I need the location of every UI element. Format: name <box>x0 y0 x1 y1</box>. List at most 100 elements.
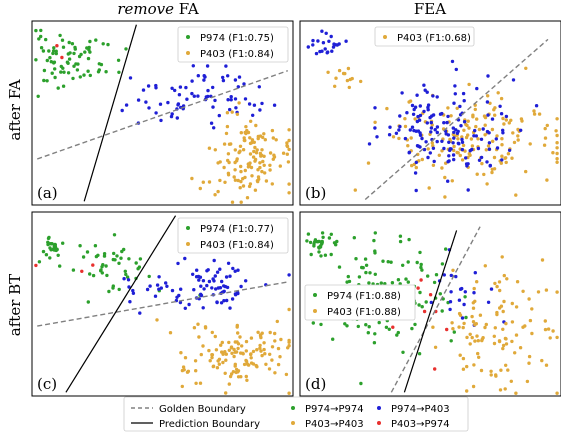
point-p974-p403 <box>155 283 160 287</box>
point-p403-p974 <box>391 325 395 329</box>
point-p403-p403 <box>221 352 225 356</box>
point-p403-p403 <box>238 144 243 148</box>
point-p403-p403 <box>221 360 225 365</box>
point-p403-p403 <box>255 148 259 152</box>
point-p403-p403 <box>223 371 227 375</box>
point-p403-p403 <box>236 331 240 335</box>
point-p403-p403 <box>465 389 469 393</box>
point-p403-p403 <box>210 330 214 335</box>
point-p403-p403 <box>229 372 234 376</box>
point-p974-p974 <box>125 275 130 279</box>
point-p974-p403 <box>440 139 444 143</box>
point-p974-p974 <box>44 253 49 257</box>
point-p403-p403 <box>532 109 536 113</box>
point-p403-p403 <box>255 348 259 352</box>
point-p403-p403 <box>260 331 264 335</box>
point-p974-p974 <box>37 37 41 41</box>
point-p974-p974 <box>107 289 111 294</box>
point-p403-p403 <box>268 330 272 335</box>
point-p403-p403 <box>551 329 555 333</box>
point-p974-p974 <box>61 84 66 88</box>
point-p403-p974 <box>428 293 433 297</box>
point-p974-p403 <box>176 261 180 266</box>
point-p403-p403 <box>218 178 222 183</box>
point-p974-p974 <box>373 272 377 276</box>
point-p403-p403 <box>276 346 281 351</box>
point-p974-p403 <box>468 149 472 153</box>
point-p974-p403 <box>464 162 469 166</box>
point-p974-p403 <box>209 121 214 125</box>
point-p974-p974 <box>54 248 58 253</box>
point-p403-p403 <box>543 136 548 140</box>
point-p403-p403 <box>483 133 487 137</box>
point-p974-p974 <box>356 324 360 329</box>
point-p974-p974 <box>42 68 47 73</box>
point-p974-p403 <box>207 279 212 284</box>
point-p974-p974 <box>42 78 46 83</box>
panel-plot-area <box>34 24 291 204</box>
point-p974-p974 <box>102 252 107 256</box>
point-p403-p403 <box>225 111 230 115</box>
point-p403-p403 <box>433 345 438 349</box>
point-p974-p403 <box>219 301 224 305</box>
point-p974-p974 <box>357 275 362 279</box>
point-p403-p403 <box>180 384 184 389</box>
point-p974-p974 <box>396 330 400 335</box>
point-p403-p403 <box>519 117 524 121</box>
point-p403-p403 <box>287 182 291 186</box>
point-p974-p974 <box>312 244 316 248</box>
point-p974-p403 <box>418 104 422 108</box>
point-p403-p403 <box>287 391 291 395</box>
point-p974-p403 <box>122 277 126 281</box>
point-p974-p974 <box>70 42 75 46</box>
point-p403-p403 <box>261 159 265 164</box>
point-p974-p403 <box>228 274 232 278</box>
point-p403-p403 <box>409 136 413 140</box>
point-p403-p403 <box>268 168 272 172</box>
point-p974-p974 <box>66 52 71 56</box>
point-p403-p403 <box>501 116 505 121</box>
point-p974-p403 <box>442 273 446 277</box>
point-p974-p403 <box>228 306 232 310</box>
panel-frame <box>299 211 561 397</box>
point-p974-p974 <box>117 261 121 265</box>
point-p403-p403 <box>443 195 447 199</box>
point-p403-p403 <box>196 322 200 326</box>
point-p403-p403 <box>264 179 269 183</box>
point-p974-p403 <box>226 98 230 102</box>
point-p974-p974 <box>34 28 38 33</box>
point-p974-p403 <box>452 136 456 140</box>
point-p974-p974 <box>36 94 40 99</box>
point-p403-p403 <box>232 347 236 352</box>
point-p403-p403 <box>486 144 491 148</box>
point-p974-p403 <box>462 120 467 124</box>
point-p403-p403 <box>493 281 497 286</box>
point-p974-p403 <box>367 142 372 146</box>
point-p403-p403 <box>545 178 549 182</box>
point-p974-p403 <box>476 146 481 151</box>
panel-label: (a) <box>37 184 58 202</box>
point-p403-p403 <box>505 277 509 281</box>
point-p403-p403 <box>285 143 289 148</box>
point-p974-p403 <box>477 158 482 162</box>
point-p974-p974 <box>373 249 377 253</box>
point-p974-p403 <box>229 95 233 99</box>
point-p974-p974 <box>323 253 328 257</box>
point-p974-p974 <box>379 281 383 285</box>
point-p403-p403 <box>270 358 274 362</box>
point-p974-p403 <box>145 287 150 292</box>
point-p974-p403 <box>148 284 152 288</box>
point-p974-p403 <box>187 302 191 307</box>
point-p974-p974 <box>464 315 468 320</box>
point-p403-p403 <box>270 182 274 186</box>
point-p974-p974 <box>104 70 108 74</box>
point-p403-p403 <box>502 299 506 304</box>
point-p403-p403 <box>513 351 517 355</box>
point-p403-p403 <box>479 368 484 373</box>
point-p403-p403 <box>258 346 262 350</box>
point-p403-p403 <box>243 175 247 180</box>
point-p974-p974 <box>415 260 419 265</box>
legend-p403-p403-label: P403→P403 <box>305 419 364 430</box>
point-p403-p403 <box>224 131 229 136</box>
point-p403-p403 <box>475 172 479 176</box>
